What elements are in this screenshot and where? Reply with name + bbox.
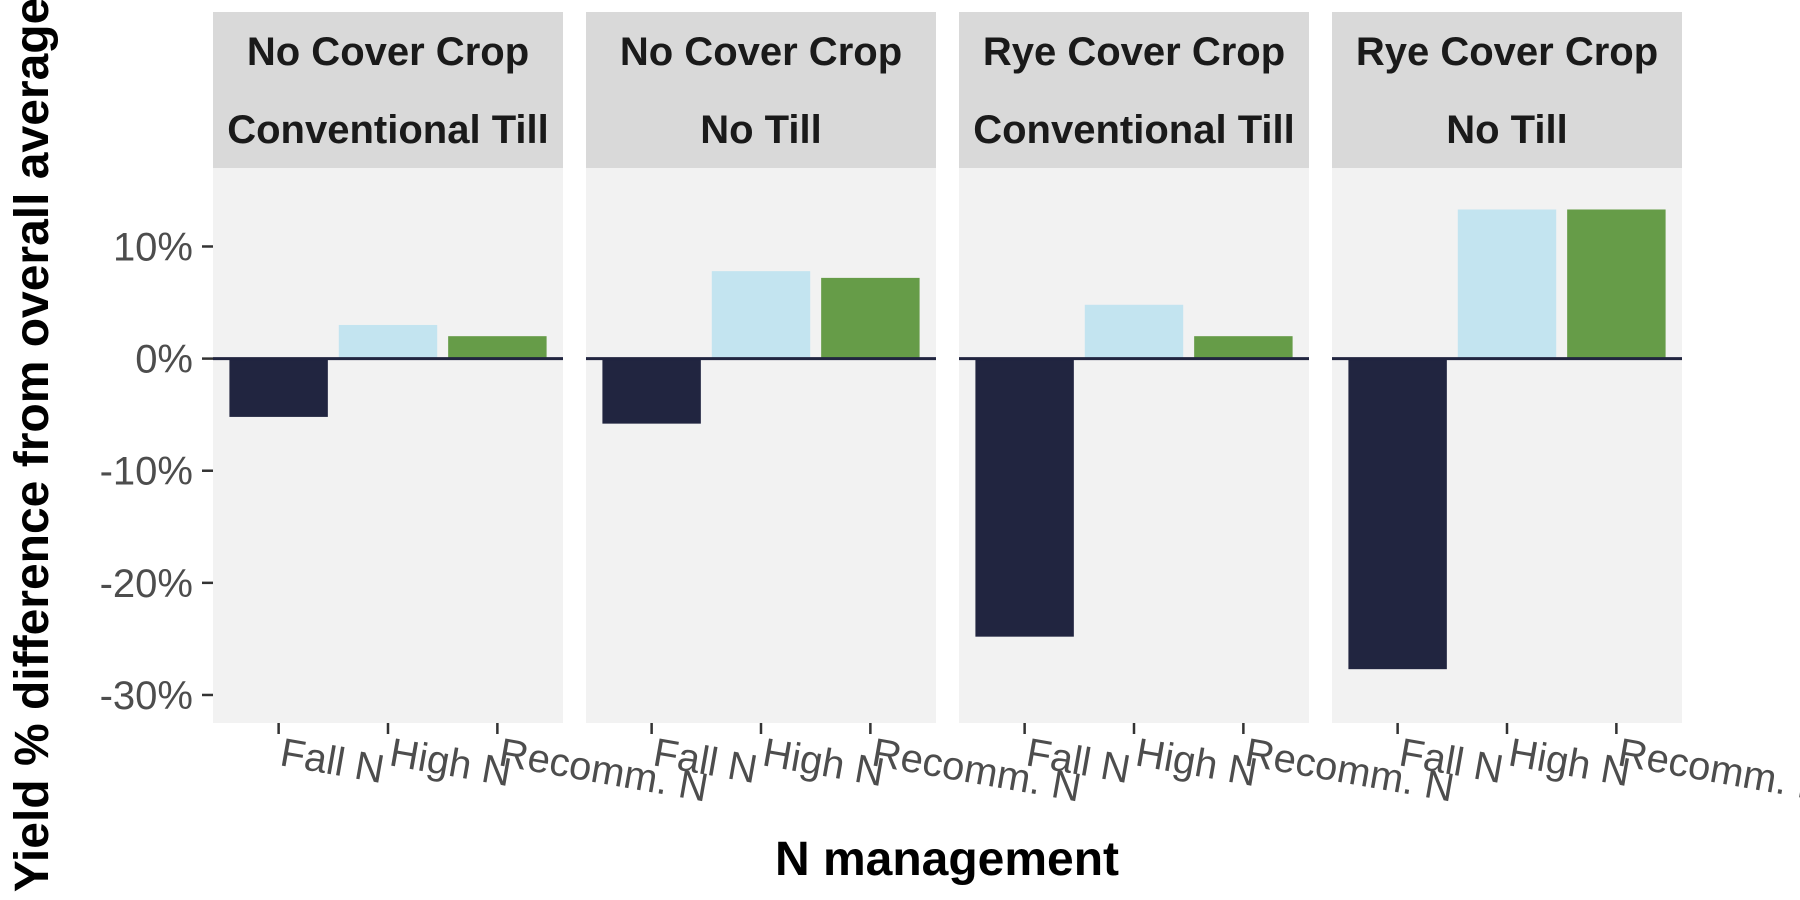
facet-strip: [959, 12, 1309, 168]
facet-strip-labels: No Cover Crop Conventional Till: [227, 30, 549, 152]
bar: [1194, 336, 1293, 359]
facet-strip-label: No Till: [1446, 108, 1567, 152]
bar: [1348, 358, 1447, 670]
bar: [338, 324, 438, 359]
bar: [975, 358, 1074, 637]
facet-strip: [586, 12, 936, 168]
panel-background: [586, 168, 936, 723]
facet-strip-labels: Rye Cover Crop No Till: [1356, 30, 1658, 152]
y-axis-title: Yield % difference from overall average: [6, 0, 59, 892]
x-tick-label: High N: [386, 731, 514, 796]
x-tick-label: Recomm. N: [1615, 731, 1800, 811]
facet-strip-label: Rye Cover Crop: [983, 30, 1285, 74]
y-tick-label: -10%: [100, 450, 193, 494]
bar: [1567, 209, 1666, 359]
bar: [229, 358, 328, 417]
bar: [711, 271, 811, 359]
facet-strip-label: No Cover Crop: [247, 30, 529, 74]
bar: [1457, 209, 1557, 359]
bar: [1084, 304, 1184, 359]
bar: [821, 277, 920, 359]
facet-strip-labels: Rye Cover Crop Conventional Till: [973, 30, 1295, 152]
y-tick-label: 10%: [113, 225, 193, 269]
y-axis: 10% 0% -10% -20% -30%: [100, 225, 213, 718]
x-tick-label: High N: [759, 731, 887, 796]
bar: [602, 358, 701, 424]
y-tick-label: 0%: [135, 338, 193, 382]
facet-strip-labels: No Cover Crop No Till: [620, 30, 902, 152]
facet-strip-label: Conventional Till: [227, 108, 549, 152]
bar: [448, 336, 547, 359]
facet-strip-label: Conventional Till: [973, 108, 1295, 152]
y-tick-label: -30%: [100, 674, 193, 718]
x-tick-label: Fall N: [277, 731, 388, 792]
x-tick-label: High N: [1505, 731, 1633, 796]
facet-strip-label: No Cover Crop: [620, 30, 902, 74]
facet-strip: [1332, 12, 1682, 168]
panel-background: [213, 168, 563, 723]
facet-strip: [213, 12, 563, 168]
facet-strip-label: No Till: [700, 108, 821, 152]
x-tick-label: High N: [1132, 731, 1260, 796]
facet-strip-label: Rye Cover Crop: [1356, 30, 1658, 74]
y-tick-label: -20%: [100, 562, 193, 606]
x-axis-title: N management: [775, 833, 1119, 886]
